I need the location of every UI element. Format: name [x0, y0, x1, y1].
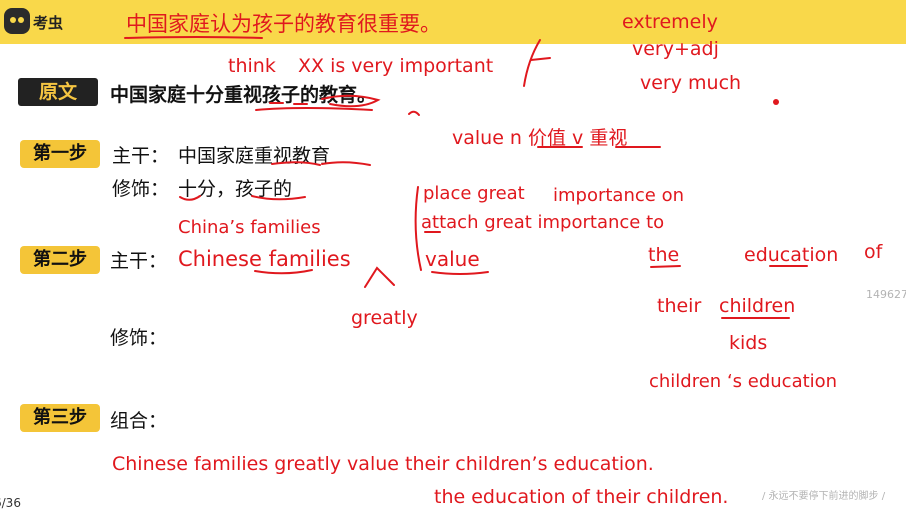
note-value: value: [425, 247, 480, 271]
step-2-main-value: Chinese families: [178, 247, 351, 271]
note-xx-important: XX is very important: [298, 55, 494, 77]
note-china-families: China’s families: [178, 217, 321, 238]
underline-value: [431, 271, 489, 275]
dot-mark: [773, 99, 779, 105]
step-3-label: 组合：: [110, 410, 168, 432]
note-their: their: [657, 295, 702, 317]
note-value-meaning: value n 价值 v 重视: [452, 127, 628, 149]
note-education: education: [744, 244, 839, 266]
underline-title: [124, 36, 263, 39]
step-2-main-label: 主干：: [110, 250, 168, 272]
underline-families: [254, 269, 313, 275]
page-number: 6/36: [0, 496, 21, 510]
step-2-modifier-label: 修饰：: [110, 327, 168, 349]
note-think: think: [228, 55, 276, 77]
note-the: the: [648, 244, 680, 266]
loop-mark: [321, 94, 381, 108]
title-note: 中国家庭认为孩子的教育很重要。: [126, 12, 441, 36]
note-childrens-education: children ‘s education: [649, 371, 838, 392]
watermark-slogan: / 永远不要停下前进的脚步 /: [762, 491, 886, 502]
dash-marks: [269, 102, 308, 105]
note-very-much: very much: [640, 72, 742, 94]
final-sentence: Chinese families greatly value their chi…: [112, 453, 654, 475]
underline-education: [650, 265, 808, 268]
side-number: 149627: [866, 288, 906, 301]
original-sentence: 中国家庭十分重视孩子的教育。: [110, 84, 377, 106]
step-1-main-label: 主干：: [112, 145, 170, 167]
step-3-tag: 第三步: [20, 404, 100, 432]
brand-name: 考虫: [33, 14, 64, 32]
underline-modifier: [179, 195, 306, 201]
step-1-modifier-label: 修饰：: [112, 178, 170, 200]
note-very-adj: very+adj: [632, 38, 719, 60]
note-extremely: extremely: [622, 11, 718, 33]
note-of: of: [864, 241, 883, 263]
note-children: children: [719, 295, 796, 317]
kaochong-logo-icon: [4, 8, 30, 34]
underline-main: [271, 161, 371, 166]
bracket-line: [414, 186, 422, 271]
final-alternative: the education of their children.: [434, 486, 729, 508]
note-importance-on: importance on: [553, 185, 684, 206]
underline-sentence: [255, 107, 373, 111]
note-kids: kids: [729, 332, 768, 354]
original-text-tag: 原文: [18, 78, 98, 106]
note-attach-great-importance: attach great importance to: [421, 212, 665, 233]
note-place-great: place great: [423, 183, 525, 204]
cross-mark: [523, 39, 551, 87]
step-2-tag: 第二步: [20, 246, 100, 274]
step-1-modifier-value: 十分，孩子的: [178, 178, 293, 200]
caret-mark: [364, 266, 395, 288]
tick-mark: [408, 110, 420, 116]
note-greatly: greatly: [351, 307, 418, 329]
step-1-tag: 第一步: [20, 140, 100, 168]
